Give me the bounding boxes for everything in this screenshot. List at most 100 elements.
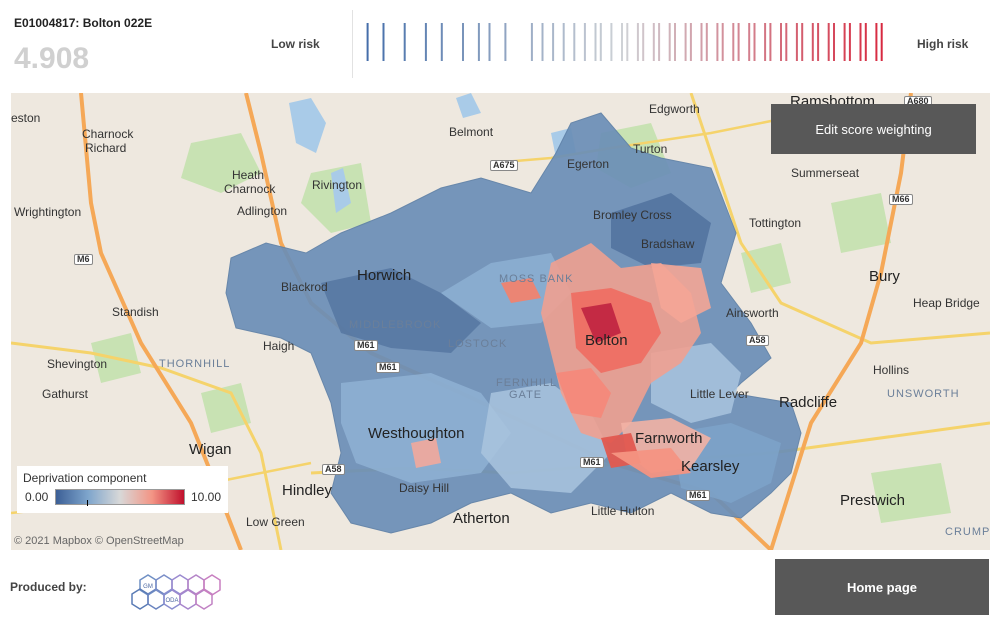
map-label-belmont: Belmont bbox=[449, 125, 494, 139]
map-label-wigan: Wigan bbox=[189, 441, 232, 458]
district-area bbox=[556, 368, 611, 418]
map-label-bromley-cross: Bromley Cross bbox=[593, 208, 672, 222]
risk-strip-tick bbox=[721, 23, 724, 61]
risk-strip-tick bbox=[716, 23, 719, 61]
risk-strip-tick bbox=[732, 23, 735, 61]
map-label-edgworth: Edgworth bbox=[649, 102, 700, 116]
map-label-bradshaw: Bradshaw bbox=[641, 237, 695, 251]
map-label-little-hulton: Little Hulton bbox=[591, 504, 655, 518]
map-label-charnock-richard: Charnock bbox=[82, 127, 134, 141]
reservoir bbox=[331, 168, 351, 213]
map-label-thornhill: THORNHILL bbox=[159, 358, 231, 370]
map-label-tottington: Tottington bbox=[749, 216, 802, 230]
risk-strip-tick bbox=[843, 23, 846, 61]
risk-strip-tick bbox=[583, 23, 586, 61]
risk-strip-tick bbox=[880, 23, 883, 61]
risk-strip-tick bbox=[621, 23, 623, 61]
map-label-wrightington: Wrightington bbox=[14, 205, 82, 219]
district-area bbox=[321, 268, 481, 353]
map-attribution: © 2021 Mapbox © OpenStreetMap bbox=[14, 535, 184, 547]
produced-by-label: Produced by: bbox=[10, 580, 87, 594]
risk-strip-tick bbox=[599, 23, 602, 61]
map-label-fernhill-gate: FERNHILL bbox=[496, 377, 558, 389]
risk-strip-tick bbox=[462, 23, 464, 61]
logo-text: ODA bbox=[165, 598, 178, 604]
map-label-prestwich: Prestwich bbox=[840, 492, 906, 509]
map-label-shevington: Shevington bbox=[47, 357, 108, 371]
map-label-hindley: Hindley bbox=[282, 482, 333, 499]
risk-strip-tick bbox=[811, 23, 814, 61]
road bbox=[11, 341, 283, 550]
risk-strip-tick bbox=[795, 23, 798, 61]
risk-strip-tick bbox=[541, 23, 544, 61]
risk-strip-tick bbox=[504, 23, 507, 61]
risk-strip-tick bbox=[737, 23, 740, 61]
risk-strip-tick bbox=[848, 23, 851, 61]
road-shield: M61 bbox=[354, 340, 378, 351]
map[interactable]: eston Charnock Richard Belmont Edgworth … bbox=[11, 93, 990, 550]
map-label-haigh: Haigh bbox=[263, 339, 295, 353]
risk-strip-tick bbox=[668, 23, 671, 61]
map-label-summerseat: Summerseat bbox=[791, 166, 860, 180]
district-area bbox=[651, 263, 711, 323]
park-area bbox=[181, 133, 261, 193]
map-label-bury: Bury bbox=[869, 268, 900, 285]
risk-strip-tick bbox=[833, 23, 835, 61]
road-shield: A675 bbox=[490, 160, 518, 171]
risk-strip-tick bbox=[817, 23, 820, 61]
map-label-atherton: Atherton bbox=[453, 510, 510, 527]
legend-color-ramp bbox=[55, 489, 185, 505]
risk-strip-tick bbox=[636, 23, 639, 61]
map-label-egerton: Egerton bbox=[567, 157, 610, 171]
score-value: 4.908 bbox=[14, 42, 90, 75]
map-label-eston: eston bbox=[11, 111, 41, 125]
map-legend: Deprivation component 0.00 10.00 bbox=[17, 466, 228, 513]
risk-strip-tick bbox=[700, 23, 703, 61]
gmoda-logo: GM ODA bbox=[131, 574, 221, 610]
road-shield: M6 bbox=[74, 254, 93, 265]
risk-strip-tick bbox=[488, 23, 491, 61]
map-label-horwich: Horwich bbox=[357, 267, 412, 284]
reservoir bbox=[456, 93, 481, 118]
district-area bbox=[581, 303, 621, 343]
map-label-moss-bank: MOSS BANK bbox=[499, 273, 574, 285]
road-shield: A58 bbox=[322, 464, 345, 475]
road-shield: M61 bbox=[580, 457, 604, 468]
map-label-heath-charnock: Heath bbox=[232, 168, 265, 182]
map-canvas bbox=[11, 93, 990, 550]
risk-strip-tick bbox=[875, 23, 878, 61]
map-label-heath-charnock: Charnock bbox=[224, 182, 276, 196]
risk-strip-tick bbox=[552, 23, 555, 61]
road-shield: M61 bbox=[686, 490, 710, 501]
risk-strip-tick bbox=[689, 23, 692, 61]
risk-strip-tick bbox=[440, 23, 443, 61]
map-label-standish: Standish bbox=[112, 305, 159, 319]
district-area bbox=[341, 373, 511, 483]
map-label-hollins: Hollins bbox=[873, 363, 910, 377]
risk-strip-tick bbox=[573, 23, 576, 61]
high-risk-label: High risk bbox=[917, 37, 969, 51]
map-label-bolton: Bolton bbox=[585, 332, 628, 349]
map-label-heap-bridge: Heap Bridge bbox=[913, 296, 980, 310]
reservoir bbox=[289, 98, 326, 153]
legend-marker bbox=[87, 500, 88, 506]
road-shield: M61 bbox=[376, 362, 400, 373]
map-label-fernhill-gate: GATE bbox=[509, 389, 543, 401]
risk-strip-tick bbox=[769, 23, 772, 61]
risk-strip-tick bbox=[748, 23, 751, 61]
risk-strip-tick bbox=[366, 23, 369, 61]
map-label-little-lever: Little Lever bbox=[690, 387, 749, 401]
risk-strip-tick bbox=[652, 23, 655, 61]
map-label-turton: Turton bbox=[633, 142, 668, 156]
map-label-blackrod: Blackrod bbox=[281, 280, 328, 294]
home-page-button[interactable]: Home page bbox=[775, 559, 989, 615]
area-code: E01004817: Bolton 022E bbox=[14, 16, 153, 30]
risk-strip-tick bbox=[382, 23, 385, 61]
risk-strip-tick bbox=[642, 23, 645, 61]
road bbox=[689, 93, 990, 345]
risk-strip-tick bbox=[562, 23, 565, 61]
edit-score-weighting-button[interactable]: Edit score weighting bbox=[771, 104, 976, 154]
map-label-radcliffe: Radcliffe bbox=[779, 394, 838, 411]
map-label-westhoughton: Westhoughton bbox=[368, 425, 465, 442]
risk-strip-tick bbox=[864, 23, 867, 61]
